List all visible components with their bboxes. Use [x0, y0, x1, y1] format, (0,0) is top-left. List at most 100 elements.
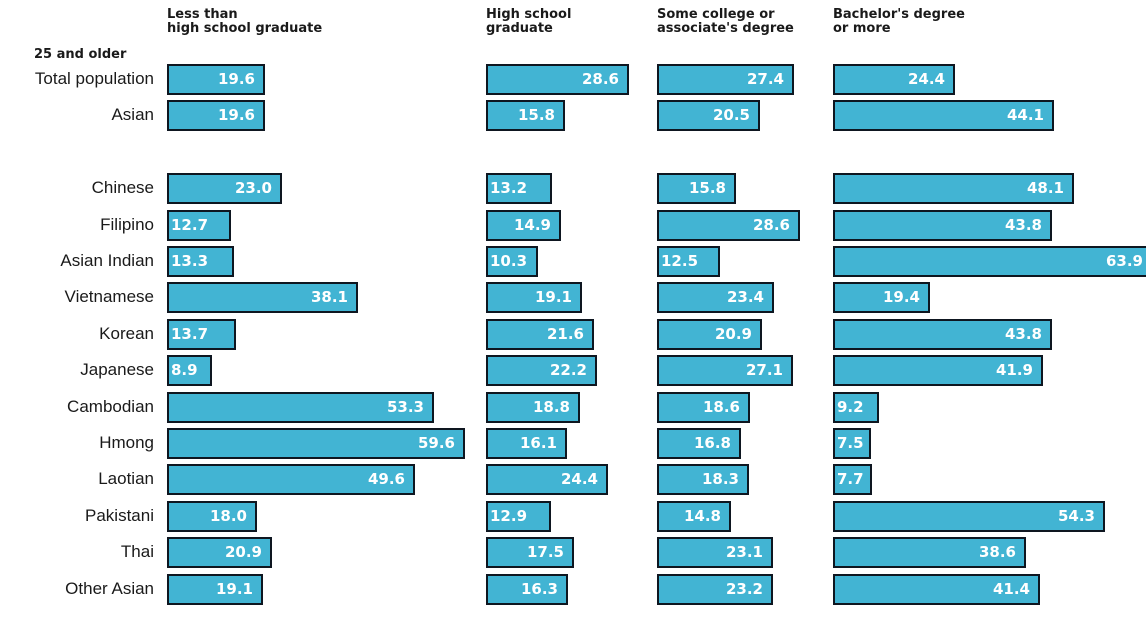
bar-value-label: 15.8	[517, 106, 555, 125]
row-header: 25 and older	[34, 47, 127, 62]
bar-value-label: 27.1	[745, 361, 783, 380]
category-label: Chinese	[91, 178, 154, 198]
bar-value-label: 38.6	[978, 543, 1016, 562]
bar	[833, 64, 955, 95]
category-label: Japanese	[80, 360, 154, 380]
bar-value-label: 18.8	[532, 397, 570, 416]
bar-value-label: 59.6	[417, 434, 455, 452]
category-label: Asian	[111, 105, 154, 125]
bar	[486, 464, 608, 496]
bar-value-label: 18.6	[702, 397, 740, 416]
bar	[167, 428, 465, 459]
bar-value-label: 17.5	[526, 543, 564, 562]
bar-value-label: 16.8	[693, 434, 731, 452]
bar	[657, 573, 773, 605]
bar	[657, 500, 731, 532]
bar	[167, 391, 434, 423]
column-header-3: Some college or associate's degree	[657, 7, 794, 36]
bar-value-label: 13.2	[490, 179, 528, 198]
bar-value-label: 53.3	[386, 397, 424, 416]
bar	[833, 246, 1146, 277]
bar	[833, 464, 872, 496]
category-label: Filipino	[100, 214, 154, 234]
bar-value-label: 21.6	[546, 324, 584, 343]
bar	[167, 464, 415, 496]
bar	[167, 537, 272, 569]
category-label: Total population	[34, 69, 154, 88]
bar	[486, 282, 582, 314]
bar	[486, 391, 580, 423]
bar	[657, 428, 741, 459]
bar	[486, 64, 629, 95]
bar-value-label: 19.6	[217, 106, 255, 125]
bar-value-label: 28.6	[752, 215, 790, 234]
bar	[657, 282, 774, 314]
bar	[486, 100, 565, 132]
category-label: Hmong	[99, 433, 154, 452]
bar	[657, 100, 760, 132]
bar	[833, 173, 1074, 205]
bar-value-label: 15.8	[688, 179, 726, 198]
bar-value-label: 12.9	[490, 506, 528, 525]
bar	[833, 318, 1052, 350]
bar-value-label: 41.9	[995, 361, 1033, 380]
bar	[833, 282, 930, 314]
bar	[657, 209, 800, 241]
bar	[833, 100, 1054, 132]
bar	[167, 64, 265, 95]
category-label: Thai	[120, 542, 154, 562]
bar-value-label: 19.1	[534, 288, 572, 307]
bar	[167, 573, 263, 605]
bar	[833, 209, 1052, 241]
bar	[486, 209, 561, 241]
bar-value-label: 20.9	[224, 543, 262, 562]
bar	[833, 573, 1040, 605]
category-label: Other Asian	[65, 578, 154, 598]
bar-value-label: 7.5	[837, 434, 864, 452]
bar	[486, 318, 594, 350]
bar	[657, 355, 793, 387]
bar-value-label: 12.5	[661, 252, 699, 270]
bar-value-label: 24.4	[560, 470, 598, 489]
bar-value-label: 12.7	[171, 215, 209, 234]
category-label: Laotian	[98, 469, 154, 489]
bar-value-label: 23.4	[726, 288, 764, 307]
bar	[486, 173, 552, 205]
bar-value-label: 43.8	[1004, 215, 1042, 234]
bar	[657, 173, 736, 205]
bar	[167, 209, 231, 241]
column-header-2: High school graduate	[486, 7, 572, 36]
bar-value-label: 8.9	[171, 361, 198, 380]
bar	[167, 318, 236, 350]
bar	[657, 246, 720, 277]
bar-value-label: 63.9	[1105, 252, 1143, 270]
bar	[833, 428, 871, 459]
bar-value-label: 27.4	[746, 70, 784, 88]
bar	[486, 246, 538, 277]
bar	[167, 355, 212, 387]
bar	[657, 391, 750, 423]
bar-value-label: 38.1	[310, 288, 348, 307]
bar-value-label: 28.6	[581, 70, 619, 88]
category-label: Vietnamese	[64, 287, 154, 307]
bar-value-label: 41.4	[992, 579, 1030, 598]
category-label: Asian Indian	[60, 251, 154, 270]
bar	[486, 500, 551, 532]
bar-value-label: 13.3	[171, 252, 209, 270]
bar-value-label: 19.1	[215, 579, 253, 598]
bar-value-label: 19.4	[882, 288, 920, 307]
bar-value-label: 14.8	[683, 506, 721, 525]
bar-value-label: 16.3	[520, 579, 558, 598]
bar	[657, 537, 773, 569]
bar-value-label: 20.5	[712, 106, 750, 125]
column-header-4: Bachelor's degree or more	[833, 7, 965, 36]
bar	[167, 282, 358, 314]
bar-value-label: 10.3	[490, 252, 528, 270]
bar-value-label: 49.6	[367, 470, 405, 489]
bar-value-label: 23.2	[725, 579, 763, 598]
bar-value-label: 7.7	[837, 470, 864, 489]
bar	[167, 246, 234, 277]
bar-value-label: 18.0	[209, 506, 247, 525]
bar	[833, 500, 1105, 532]
